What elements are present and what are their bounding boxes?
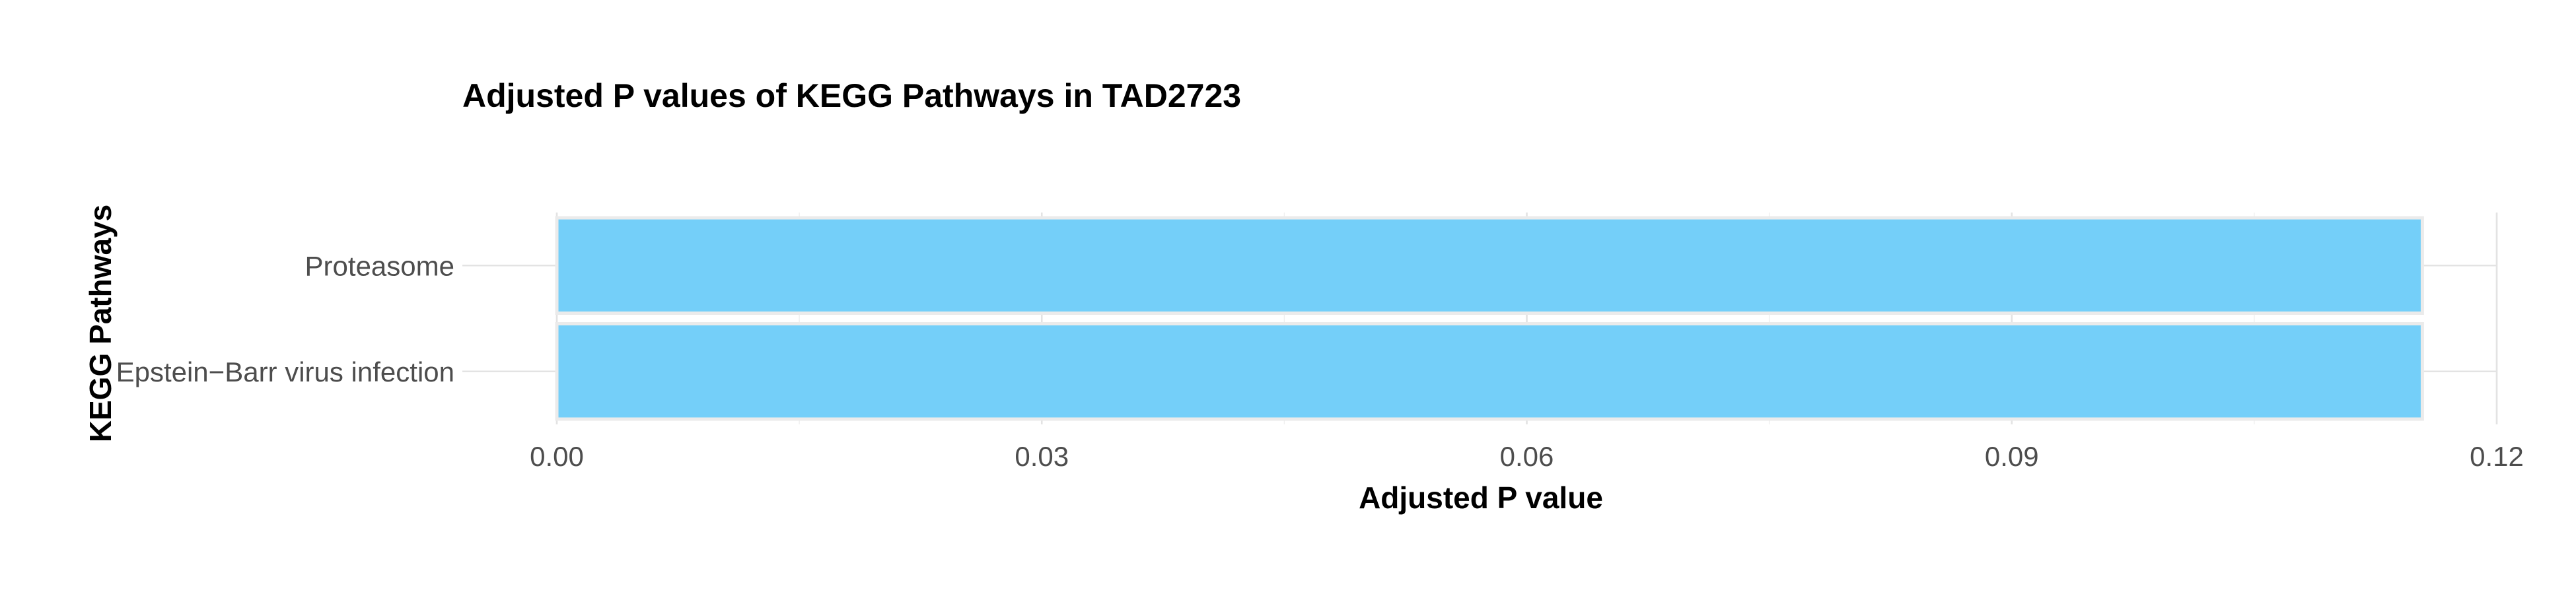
x-tick-label: 0.06 — [1500, 441, 1554, 472]
x-tick-label: 0.09 — [1985, 441, 2039, 472]
chart-title: Adjusted P values of KEGG Pathways in TA… — [462, 77, 1241, 114]
x-axis-title: Adjusted P value — [1359, 480, 1603, 515]
x-tick-label: 0.12 — [2470, 441, 2524, 472]
x-tick-label: 0.03 — [1015, 441, 1069, 472]
y-tick-label: Proteasome — [305, 250, 454, 281]
bar — [555, 216, 2424, 315]
x-axis-ticks: 0.00 0.03 0.06 0.09 0.12 — [530, 441, 2524, 472]
x-tick-label: 0.00 — [530, 441, 584, 472]
y-tick-label: Epstein−Barr virus infection — [116, 356, 454, 387]
y-axis-title: KEGG Pathways — [83, 205, 118, 442]
y-axis-ticks: Proteasome Epstein−Barr virus infection — [116, 250, 454, 387]
bar — [555, 322, 2424, 421]
bars — [555, 216, 2424, 421]
